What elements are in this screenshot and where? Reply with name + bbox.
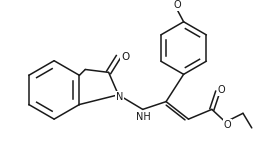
- Text: N: N: [116, 92, 123, 102]
- Text: O: O: [218, 85, 225, 95]
- Text: O: O: [174, 0, 182, 10]
- Text: NH: NH: [136, 112, 151, 122]
- Text: O: O: [121, 52, 129, 62]
- Text: O: O: [224, 120, 231, 130]
